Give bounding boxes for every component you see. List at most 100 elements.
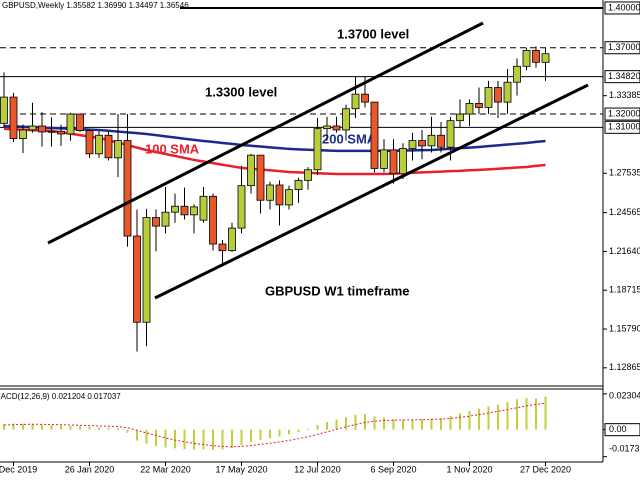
- level-label-box: [604, 41, 640, 55]
- macd-bar: [60, 425, 62, 430]
- y-tick-label: 0.00: [609, 424, 627, 434]
- candle-body: [190, 206, 198, 216]
- candle-body: [114, 140, 122, 159]
- y-tick-label: 1.21640: [609, 246, 640, 256]
- macd-bar: [250, 429, 252, 443]
- macd-bar: [440, 418, 442, 430]
- candle-body: [332, 125, 341, 131]
- macd-bar: [316, 425, 319, 430]
- candle-body: [342, 108, 350, 131]
- macd-bar: [164, 429, 167, 448]
- candle-body: [47, 130, 56, 133]
- macd-bar: [117, 428, 119, 430]
- macd-bar: [373, 416, 376, 430]
- zero-label-box: [604, 423, 640, 437]
- macd-bar: [383, 417, 385, 430]
- candle-body: [399, 148, 407, 175]
- candle-body: [171, 205, 179, 213]
- y-tick-label: 1.15790: [609, 323, 640, 333]
- candle-body: [323, 125, 331, 130]
- level-label-box: [604, 70, 640, 84]
- sma-line: [3, 124, 546, 153]
- candle-body: [95, 134, 103, 155]
- candle-body: [475, 103, 483, 108]
- candle-body: [304, 169, 312, 181]
- x-tick-label: Dec 2019: [0, 464, 37, 474]
- level-label: 1.37000: [608, 42, 640, 52]
- macd-bar: [202, 429, 205, 450]
- candle-body: [180, 205, 189, 216]
- candle-body: [228, 227, 236, 252]
- candle-body: [218, 243, 227, 252]
- macd-title: MACD(12,26,9) 0.021204 0.017037: [0, 392, 121, 401]
- candle-body: [85, 130, 94, 155]
- macd-bar: [468, 411, 471, 430]
- x-tick-label: 27 Dec 2020: [520, 464, 571, 474]
- macd-bar: [354, 414, 357, 430]
- level-label: 1.31000: [608, 122, 640, 132]
- macd-bar: [288, 429, 290, 435]
- level-label: 1.40000: [608, 2, 640, 12]
- chart-title: GBPUSD,Weekly 1.35582 1.36990 1.34497 1.…: [2, 1, 189, 10]
- x-tick-label: 12 Jul 2020: [294, 464, 341, 474]
- candle-body: [361, 93, 369, 103]
- candle-body: [9, 96, 18, 139]
- macd-bar: [421, 419, 423, 430]
- candle-body: [275, 184, 284, 206]
- y-tick-label: 1.27535: [609, 168, 640, 178]
- y-tick-label: 1.18715: [609, 285, 640, 295]
- macd-bar: [107, 427, 110, 430]
- candle-body: [161, 211, 170, 227]
- x-tick-label: 1 Nov 2020: [446, 464, 492, 474]
- macd-bar: [12, 423, 15, 430]
- macd-bar: [459, 413, 461, 430]
- level-label-box: [604, 120, 640, 134]
- macd-bar: [430, 418, 433, 430]
- candle-body: [522, 49, 531, 67]
- candle-body: [123, 140, 132, 237]
- macd-bar: [535, 398, 537, 430]
- macd-bar: [41, 424, 43, 430]
- macd-bar: [155, 429, 157, 446]
- macd-bar: [259, 429, 262, 441]
- candle-body: [418, 140, 426, 147]
- macd-bar: [544, 396, 547, 430]
- macd-bar: [506, 401, 509, 430]
- macd-bar: [126, 429, 129, 433]
- macd-bar: [231, 429, 233, 449]
- x-tick-label: 6 Sep 2020: [370, 464, 416, 474]
- macd-bar: [326, 421, 328, 430]
- candle-body: [351, 93, 360, 110]
- candle-body: [437, 134, 445, 148]
- candle-body: [465, 103, 474, 115]
- macd-bar: [69, 425, 72, 430]
- candle-body: [285, 189, 293, 206]
- candle-body: [313, 128, 322, 171]
- macd-bar: [240, 429, 243, 446]
- candle-body: [294, 179, 303, 191]
- series-label: 200 SMA: [322, 131, 377, 146]
- x-tick-label: 17 May 2020: [215, 464, 267, 474]
- macd-panel: 0.023044 0.00 -0.017359: [3, 390, 640, 458]
- candle-body: [541, 53, 550, 63]
- macd-bar: [411, 419, 414, 430]
- y-tick-label: -0.017359: [609, 443, 640, 453]
- level-label-box: [604, 107, 640, 121]
- macd-bar: [50, 425, 53, 430]
- candle-body: [532, 49, 540, 63]
- candle-body: [427, 134, 436, 147]
- candle-body: [380, 149, 388, 169]
- candle-body: [456, 113, 464, 122]
- macd-bar: [31, 424, 34, 430]
- candle-body: [57, 130, 65, 135]
- macd-bar: [487, 406, 490, 430]
- channel-line: [154, 83, 589, 300]
- macd-bar: [136, 429, 138, 441]
- level-label-box: [604, 1, 640, 15]
- annotation: 1.3300 level: [205, 84, 277, 99]
- y-tick-label: 1.24565: [609, 207, 640, 217]
- candle-body: [247, 154, 255, 187]
- sma-line: [3, 127, 546, 176]
